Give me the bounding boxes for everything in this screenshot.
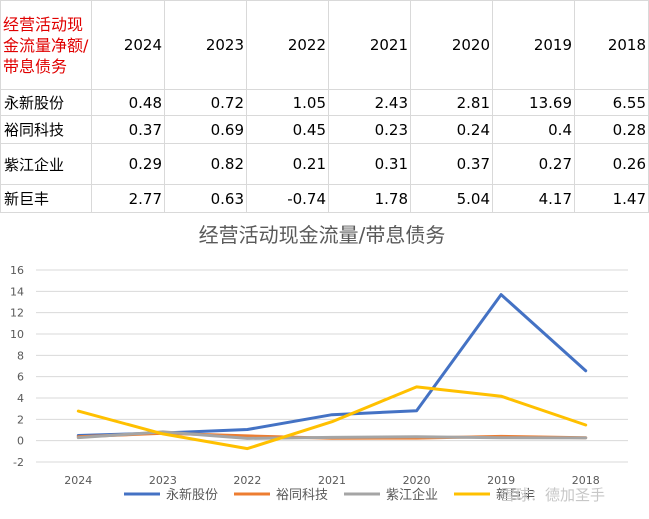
year-header: 2020 xyxy=(410,0,493,90)
company-name: 永新股份 xyxy=(0,89,92,116)
table-cell: 0.69 xyxy=(164,115,247,144)
gridlines xyxy=(36,269,628,463)
table-cell: 6.55 xyxy=(574,89,649,116)
y-tick-label: 16 xyxy=(10,264,24,277)
y-tick-label: 10 xyxy=(10,328,24,341)
x-tick-label: 2020 xyxy=(403,474,431,487)
series-lines xyxy=(76,293,588,451)
year-header: 2022 xyxy=(246,0,329,90)
x-tick-label: 2023 xyxy=(149,474,177,487)
y-tick-label: 12 xyxy=(10,307,24,320)
table-cell: 1.05 xyxy=(246,89,329,116)
table-cell: 0.45 xyxy=(246,115,329,144)
table-cell: 0.29 xyxy=(91,143,165,185)
table-cell: 0.4 xyxy=(492,115,575,144)
table-row: 永新股份 0.48 0.72 1.05 2.43 2.81 13.69 6.55 xyxy=(0,89,649,116)
table-row: 裕同科技 0.37 0.69 0.45 0.23 0.24 0.4 0.28 xyxy=(0,115,649,144)
table-cell: 0.23 xyxy=(328,115,411,144)
table-cell: 5.04 xyxy=(410,184,493,213)
table-cell: 0.37 xyxy=(410,143,493,185)
table-cell: 2.43 xyxy=(328,89,411,116)
legend-label: 新巨丰 xyxy=(496,487,535,503)
table-corner-label: 经营活动现金流量净额/带息债务 xyxy=(0,0,92,90)
table-cell: 0.37 xyxy=(91,115,165,144)
y-tick-label: -2 xyxy=(13,456,24,469)
y-tick-label: 6 xyxy=(17,371,24,384)
table-cell: 2.77 xyxy=(91,184,165,213)
x-tick-label: 2024 xyxy=(64,474,92,487)
x-tick-label: 2021 xyxy=(318,474,346,487)
table-cell: 0.31 xyxy=(328,143,411,185)
data-table: 经营活动现金流量净额/带息债务 2024 2023 2022 2021 2020… xyxy=(0,0,649,213)
year-header: 2023 xyxy=(164,0,247,90)
y-tick-label: 4 xyxy=(17,392,24,405)
x-axis: 2024 2023 2022 2021 2020 2019 2018 xyxy=(64,474,599,487)
x-tick-label: 2019 xyxy=(487,474,515,487)
table-cell: 0.24 xyxy=(410,115,493,144)
year-header: 2018 xyxy=(574,0,649,90)
table-cell: 1.78 xyxy=(328,184,411,213)
legend-label: 紫江企业 xyxy=(386,487,438,503)
chart-title: 经营活动现金流量/带息债务 xyxy=(199,223,446,247)
chart-legend: 永新股份 裕同科技 紫江企业 新巨丰 xyxy=(124,487,535,503)
table-row: 新巨丰 2.77 0.63 -0.74 1.78 5.04 4.17 1.47 xyxy=(0,184,649,213)
y-tick-label: 8 xyxy=(17,349,24,362)
year-header: 2021 xyxy=(328,0,411,90)
year-header: 2019 xyxy=(492,0,575,90)
table-row: 紫江企业 0.29 0.82 0.21 0.31 0.37 0.27 0.26 xyxy=(0,143,649,185)
series-line xyxy=(76,430,588,440)
table-cell: 1.47 xyxy=(574,184,649,213)
table-cell: 0.21 xyxy=(246,143,329,185)
x-tick-label: 2018 xyxy=(572,474,600,487)
table-cell: 2.81 xyxy=(410,89,493,116)
y-tick-label: 0 xyxy=(17,435,24,448)
table-cell: -0.74 xyxy=(246,184,329,213)
table-cell: 0.28 xyxy=(574,115,649,144)
series-line xyxy=(76,293,588,437)
table-header-row: 经营活动现金流量净额/带息债务 2024 2023 2022 2021 2020… xyxy=(0,0,649,90)
table-cell: 0.63 xyxy=(164,184,247,213)
company-name: 新巨丰 xyxy=(0,184,92,213)
series-line xyxy=(76,385,588,451)
company-name: 裕同科技 xyxy=(0,115,92,144)
y-axis: -2 0 2 4 6 8 10 12 14 16 xyxy=(10,264,24,469)
y-tick-label: 2 xyxy=(17,413,24,426)
table-cell: 0.48 xyxy=(91,89,165,116)
legend-label: 永新股份 xyxy=(166,487,218,503)
table-cell: 13.69 xyxy=(492,89,575,116)
legend-label: 裕同科技 xyxy=(276,488,328,503)
year-header: 2024 xyxy=(91,0,165,90)
table-cell: 0.26 xyxy=(574,143,649,185)
x-tick-label: 2022 xyxy=(233,474,261,487)
table-cell: 4.17 xyxy=(492,184,575,213)
table-cell: 0.72 xyxy=(164,89,247,116)
table-cell: 0.27 xyxy=(492,143,575,185)
table-cell: 0.82 xyxy=(164,143,247,185)
y-tick-label: 14 xyxy=(10,285,24,298)
watermark-text: 雪球：德加圣手 xyxy=(500,486,606,504)
company-name: 紫江企业 xyxy=(0,143,92,185)
